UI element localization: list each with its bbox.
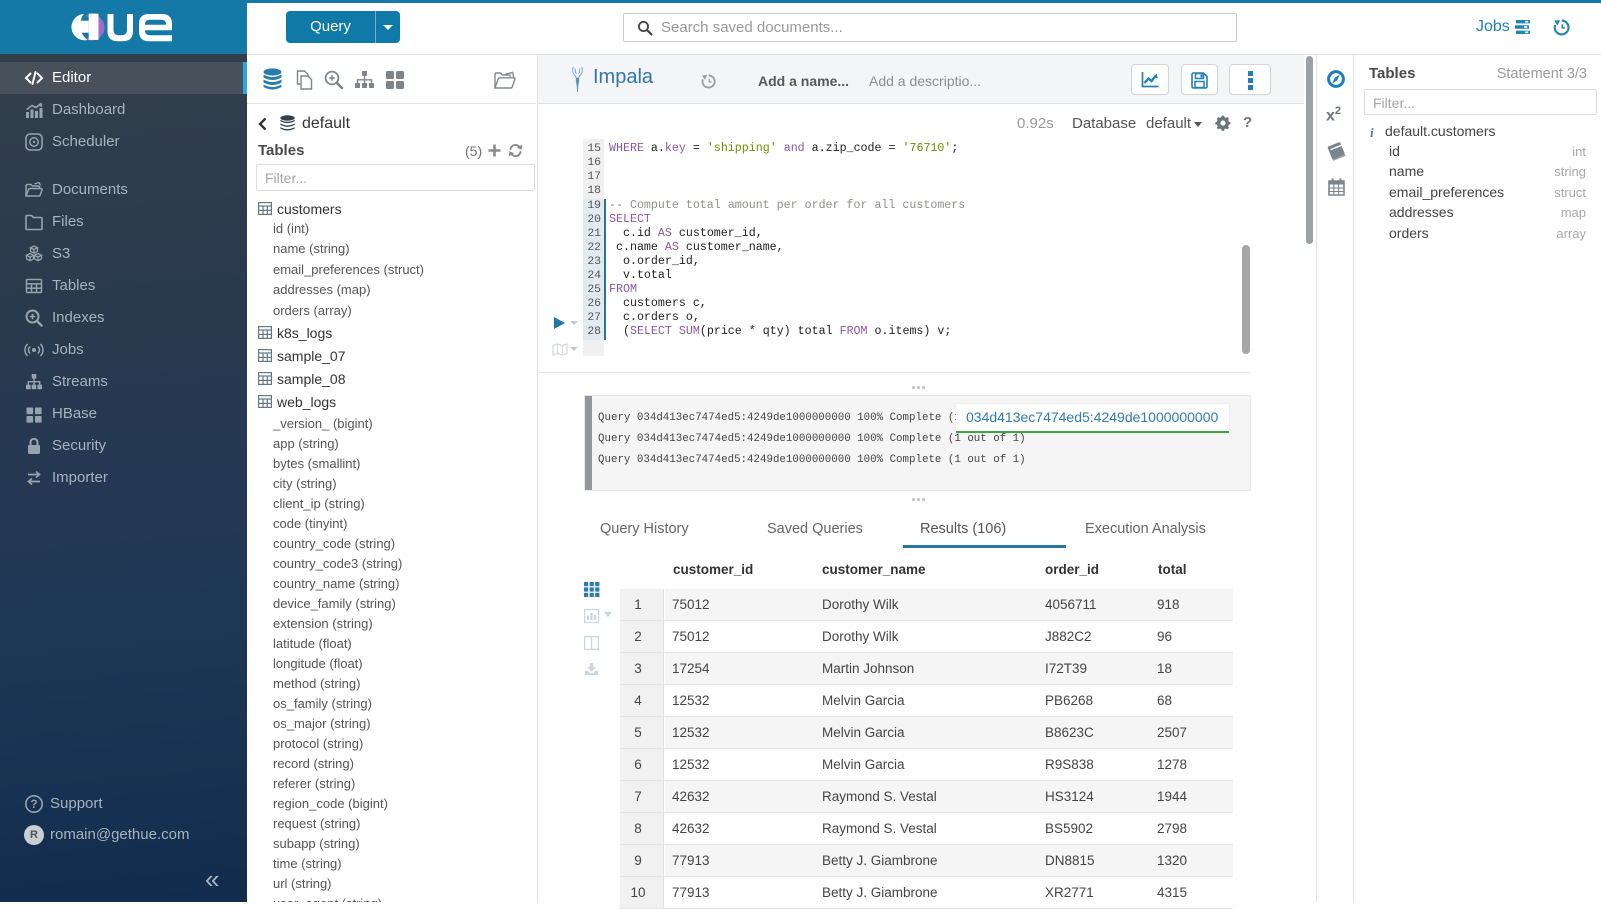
svg-text:?: ? bbox=[30, 799, 37, 811]
